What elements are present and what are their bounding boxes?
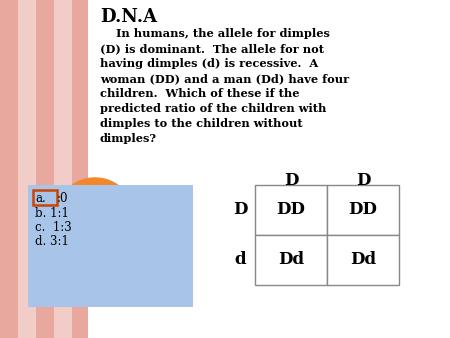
Text: c.  1:3: c. 1:3 xyxy=(35,221,72,234)
Text: Dd: Dd xyxy=(278,251,304,268)
Text: DD: DD xyxy=(276,201,306,218)
Text: D: D xyxy=(356,172,370,189)
Circle shape xyxy=(55,178,135,258)
Bar xyxy=(88,0,450,338)
Bar xyxy=(72,0,90,338)
Bar xyxy=(327,235,399,285)
Bar xyxy=(36,0,54,338)
Bar xyxy=(18,0,36,338)
Text: d. 3:1: d. 3:1 xyxy=(35,235,69,248)
Text: d: d xyxy=(234,251,246,268)
Text: D.N.A: D.N.A xyxy=(100,8,157,26)
Bar xyxy=(327,185,399,235)
Text: DD: DD xyxy=(348,201,378,218)
Text: a.: a. xyxy=(35,192,46,205)
Bar xyxy=(0,0,18,338)
Text: D: D xyxy=(284,172,298,189)
Bar xyxy=(33,190,57,205)
Text: Dd: Dd xyxy=(350,251,376,268)
Bar xyxy=(28,185,193,307)
Text: D: D xyxy=(233,201,247,218)
Text: In humans, the allele for dimples
(D) is dominant.  The allele for not
having di: In humans, the allele for dimples (D) is… xyxy=(100,28,349,144)
Bar xyxy=(255,185,327,235)
Bar xyxy=(255,235,327,285)
Text: :0: :0 xyxy=(57,192,68,205)
Text: b. 1:1: b. 1:1 xyxy=(35,207,69,220)
Bar xyxy=(54,0,72,338)
